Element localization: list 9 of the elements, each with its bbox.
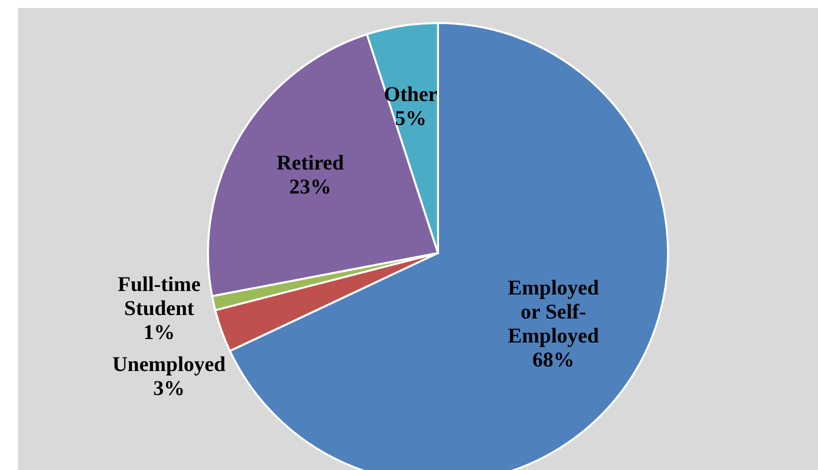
slice-label: Retired <box>276 150 344 174</box>
data-label: 68% <box>532 347 574 372</box>
slice-label: Employed or Self-Employed <box>508 275 600 348</box>
slice-label: Unemployed <box>112 352 226 376</box>
data-label: 1% <box>143 320 175 344</box>
data-label: 23% <box>289 174 332 198</box>
data-label: 5% <box>394 106 426 130</box>
slice-label: Full-time Student <box>118 272 201 320</box>
data-label: 3% <box>153 376 185 400</box>
